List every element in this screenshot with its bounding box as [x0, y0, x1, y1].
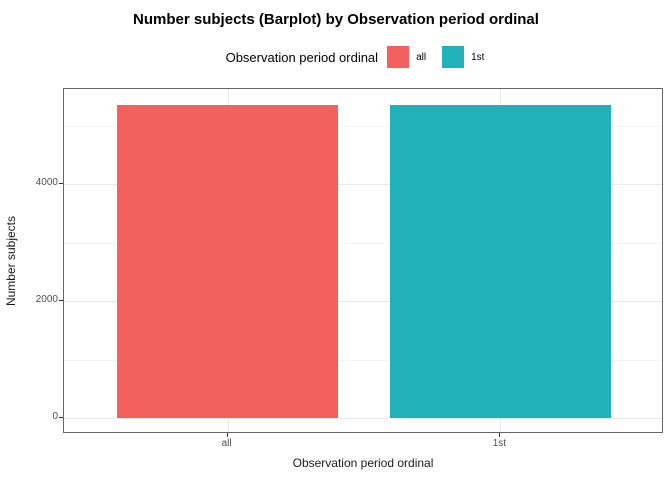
x-tick-label: all	[221, 438, 232, 449]
legend-key-label: all	[416, 51, 427, 63]
gridline-major	[64, 418, 662, 420]
legend-title: Observation period ordinal	[225, 49, 379, 65]
legend: Observation period ordinal all 1st	[27, 45, 672, 69]
x-tick-label: 1st	[492, 438, 507, 449]
legend-key-swatch	[387, 46, 410, 68]
legend-key-swatch	[442, 46, 465, 68]
gridline-major	[64, 184, 662, 186]
y-tick-mark	[59, 417, 63, 419]
y-tick-label: 0	[52, 411, 58, 423]
y-tick-label: 4000	[35, 177, 58, 189]
chart-title: Number subjects (Barplot) by Observation…	[133, 11, 539, 28]
x-tick-mark	[226, 433, 228, 437]
gridline-minor	[64, 359, 662, 361]
y-tick-mark	[59, 300, 63, 302]
legend-item: all	[387, 46, 436, 68]
plot-panel	[63, 88, 663, 433]
y-tick-mark	[59, 183, 63, 185]
gridline-minor	[64, 242, 662, 244]
gridline-minor	[64, 125, 662, 127]
gridline-major	[64, 301, 662, 303]
legend-item: 1st	[442, 46, 494, 68]
legend-key-label: 1st	[471, 51, 485, 63]
x-tick-mark	[499, 433, 501, 437]
x-axis-title: Observation period ordinal	[292, 456, 434, 470]
y-tick-label: 2000	[35, 294, 58, 306]
bar-all	[117, 104, 339, 419]
bar-1st	[389, 104, 611, 419]
